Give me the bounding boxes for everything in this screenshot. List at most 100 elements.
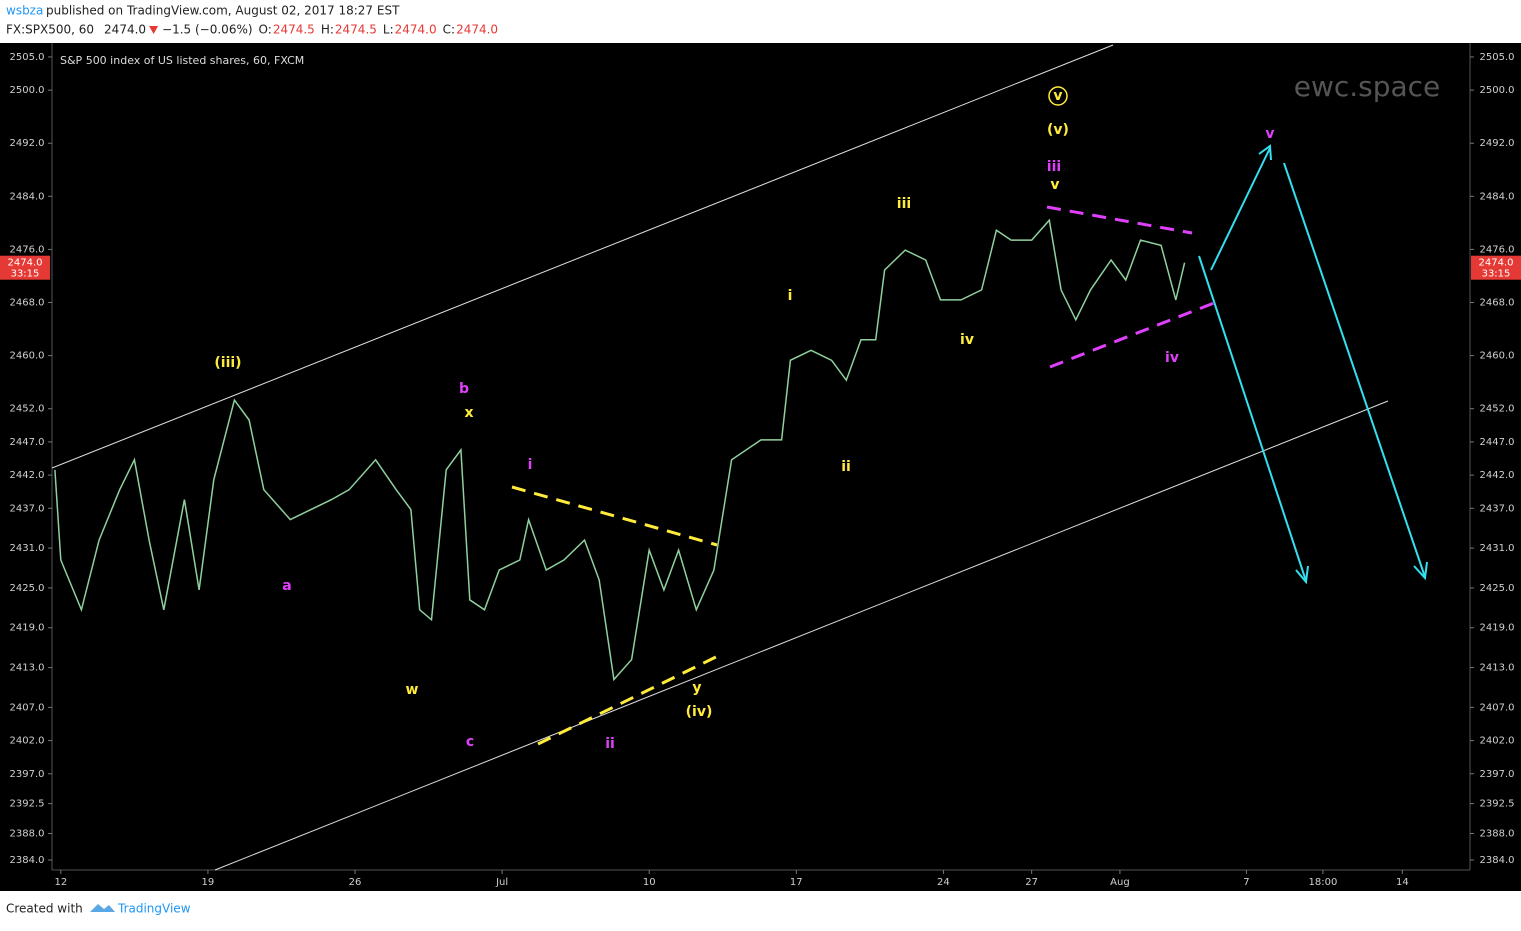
y-tick-label: 2476.0 <box>10 244 45 255</box>
wave-label: x <box>464 405 473 421</box>
countdown: 33:15 <box>1482 269 1511 280</box>
price-tag <box>0 255 50 280</box>
x-tick-label: 24 <box>937 877 950 888</box>
x-tick-label: 10 <box>643 877 656 888</box>
y-tick-label: 2468.0 <box>10 298 45 309</box>
price-tag-label: 2474.0 <box>8 258 43 269</box>
wave-label: v <box>1050 177 1059 193</box>
y-tick-label: 2419.0 <box>1480 623 1515 634</box>
symbol-field: O: <box>259 23 272 37</box>
wave-label: w <box>406 682 419 698</box>
y-tick-label: 2452.0 <box>1480 404 1515 415</box>
symbol-field: FX:SPX500, 60 <box>6 23 94 37</box>
wave-label: (v) <box>1047 122 1069 138</box>
y-tick-label: 2425.0 <box>10 583 45 594</box>
channel-line <box>51 44 1114 469</box>
y-tick-label: 2431.0 <box>10 543 45 554</box>
legend-title: S&P 500 index of US listed shares, 60, F… <box>60 54 304 67</box>
symbol-field: 2474.0 <box>395 23 437 37</box>
y-tick-label: 2388.0 <box>10 828 45 839</box>
symbol-field: 2474.0 <box>104 23 146 37</box>
arrow <box>1198 255 1307 582</box>
x-tick-label: 14 <box>1396 877 1409 888</box>
x-tick-label: 26 <box>349 877 362 888</box>
wave-label: iv <box>960 332 974 348</box>
y-tick-label: 2388.0 <box>1480 828 1515 839</box>
x-tick-label: Jul <box>495 877 508 888</box>
y-tick-label: 2413.0 <box>10 663 45 674</box>
y-tick-label: 2505.0 <box>10 52 45 63</box>
symbol-bar: FX:SPX500, 60 2474.0 −1.5 (−0.06%) O: 2474.5… <box>6 23 498 37</box>
price-tag-label: 2474.0 <box>1479 258 1514 269</box>
wave-label: (iii) <box>214 355 241 371</box>
wave-label: iv <box>1165 350 1179 366</box>
y-tick-label: 2442.0 <box>10 470 45 481</box>
wave-label: (iv) <box>686 704 713 720</box>
x-tick-label: 12 <box>54 877 67 888</box>
trend-line <box>1049 301 1215 369</box>
x-tick-label: Aug <box>1110 877 1130 888</box>
wave-label: b <box>459 381 469 397</box>
x-tick-label: 19 <box>202 877 215 888</box>
y-tick-label: 2476.0 <box>1480 244 1515 255</box>
symbol-field: 2474.5 <box>335 23 377 37</box>
y-tick-label: 2384.0 <box>1480 855 1515 866</box>
trend-line <box>1046 205 1193 235</box>
y-tick-label: 2492.0 <box>10 138 45 149</box>
wave-label: v <box>1265 126 1274 142</box>
tv-logo <box>90 904 115 912</box>
wave-label: y <box>692 680 701 696</box>
wave-label: ii <box>841 459 851 475</box>
y-tick-label: 2500.0 <box>1480 85 1515 96</box>
y-tick-label: 2407.0 <box>1480 702 1515 713</box>
wave-label: a <box>282 578 291 594</box>
watermark: ewc.space <box>1294 70 1441 103</box>
y-tick-label: 2460.0 <box>1480 351 1515 362</box>
x-tick-label: 17 <box>790 877 803 888</box>
symbol-field: −1.5 (−0.06%) <box>162 23 253 37</box>
y-tick-label: 2413.0 <box>1480 663 1515 674</box>
arrow-head <box>1413 561 1428 581</box>
arrow <box>1283 162 1426 578</box>
countdown: 33:15 <box>11 269 40 280</box>
y-tick-label: 2407.0 <box>10 702 45 713</box>
arrow <box>1210 147 1271 271</box>
y-tick-label: 2500.0 <box>10 85 45 96</box>
wave-label: i <box>788 288 793 304</box>
wave-label: c <box>466 734 474 750</box>
price-tag <box>1471 255 1521 280</box>
arrow-head <box>1258 144 1272 161</box>
symbol-field: C: <box>443 23 455 37</box>
y-tick-label: 2447.0 <box>10 437 45 448</box>
y-tick-label: 2419.0 <box>10 623 45 634</box>
y-tick-label: 2492.0 <box>1480 138 1515 149</box>
wave-label: iii <box>897 196 911 212</box>
y-tick-label: 2437.0 <box>10 503 45 514</box>
y-tick-label: 2505.0 <box>1480 52 1515 63</box>
y-tick-label: 2425.0 <box>1480 583 1515 594</box>
wave-label: v <box>1053 88 1062 104</box>
symbol-field: H: <box>321 23 334 37</box>
y-tick-label: 2392.5 <box>1480 799 1515 810</box>
created-with: Created with <box>6 902 83 916</box>
author: wsbza <box>6 4 43 18</box>
symbol-field: L: <box>383 23 394 37</box>
y-tick-label: 2447.0 <box>1480 437 1515 448</box>
symbol-field: 2474.5 <box>273 23 315 37</box>
y-tick-label: 2484.0 <box>1480 191 1515 202</box>
wave-label: iii <box>1047 159 1061 175</box>
published: published on TradingView.com, August 02,… <box>46 4 400 18</box>
annotation-circle <box>1048 86 1068 106</box>
y-tick-label: 2431.0 <box>1480 543 1515 554</box>
y-tick-label: 2384.0 <box>10 855 45 866</box>
x-tick-label: 27 <box>1025 877 1038 888</box>
y-tick-label: 2397.0 <box>1480 769 1515 780</box>
x-tick-label: 7 <box>1243 877 1249 888</box>
symbol-field: 2474.0 <box>456 23 498 37</box>
down-triangle <box>149 26 159 34</box>
wave-label: i <box>528 457 533 473</box>
trend-line <box>511 485 718 547</box>
brand: TradingView <box>117 902 191 916</box>
x-tick-label: 18:00 <box>1308 877 1337 888</box>
